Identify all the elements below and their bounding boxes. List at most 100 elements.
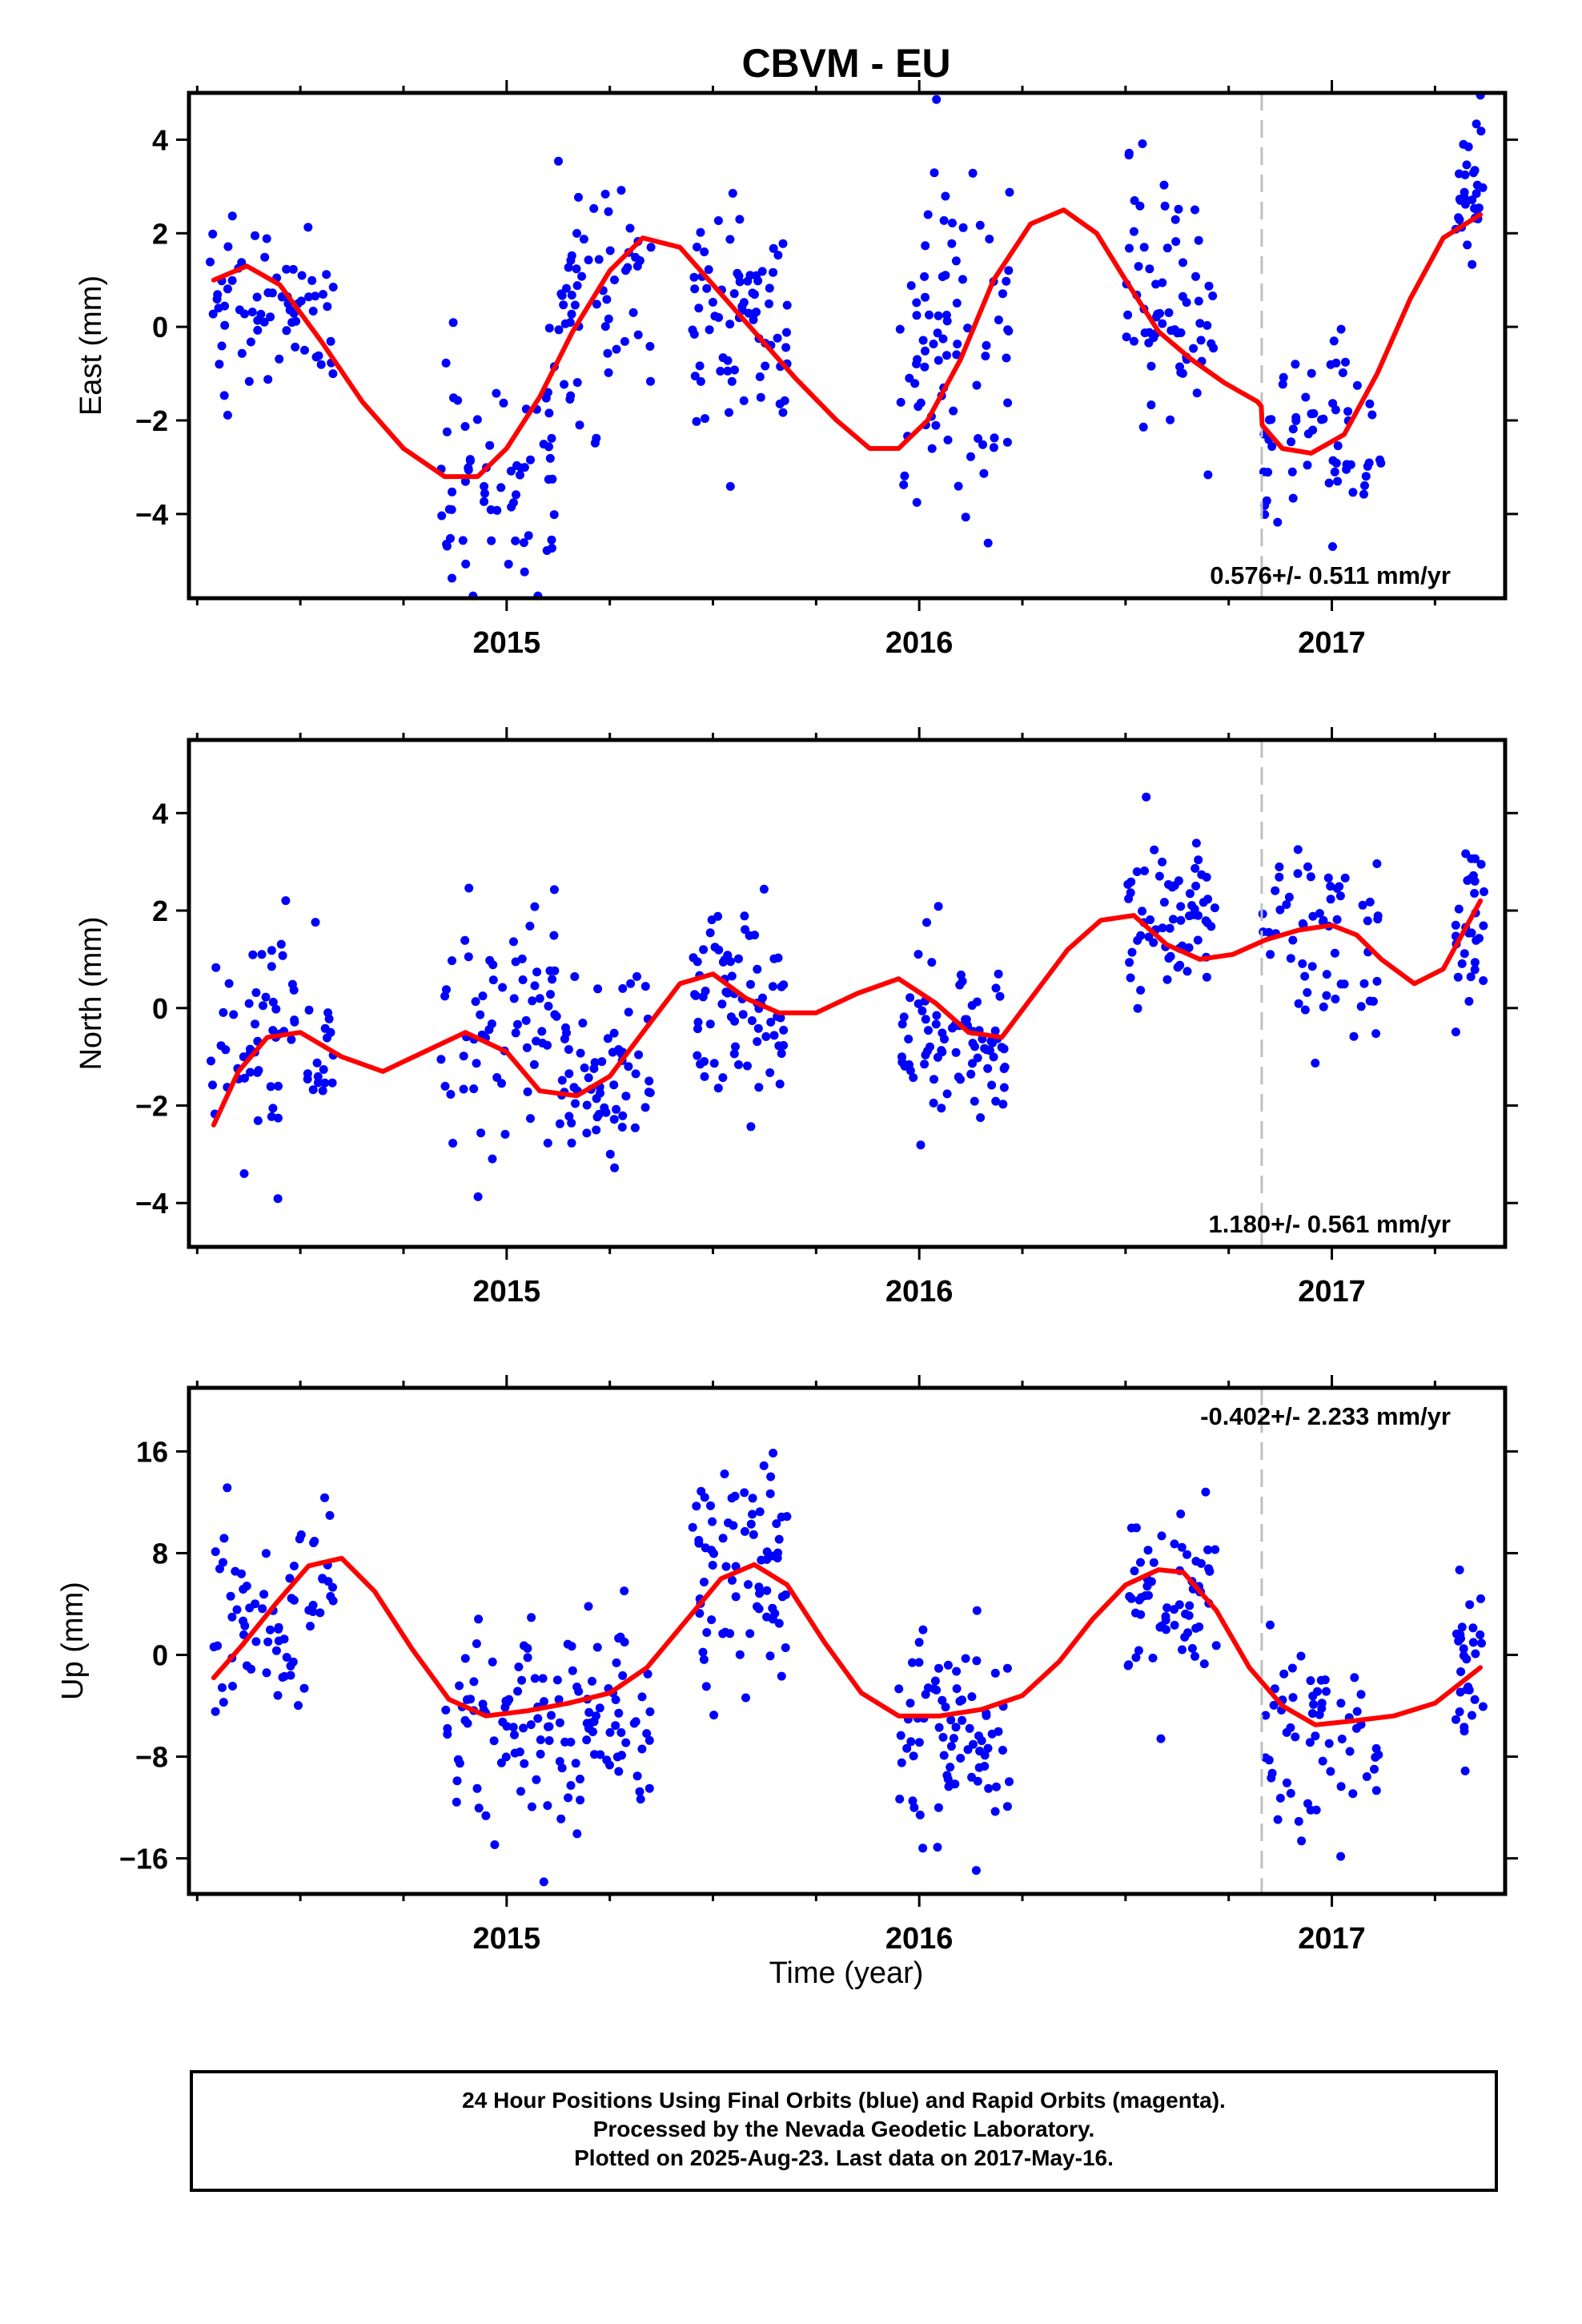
data-point bbox=[1472, 189, 1481, 199]
data-point bbox=[1176, 368, 1186, 377]
data-point bbox=[630, 1123, 640, 1132]
data-point bbox=[209, 1642, 219, 1651]
data-point bbox=[237, 1569, 246, 1578]
data-point bbox=[705, 928, 715, 938]
data-point bbox=[266, 312, 275, 322]
data-point bbox=[1356, 1002, 1366, 1011]
data-point bbox=[257, 950, 267, 959]
data-point bbox=[487, 536, 496, 545]
data-point bbox=[511, 1028, 520, 1038]
data-point bbox=[474, 1614, 484, 1624]
data-point bbox=[223, 1483, 232, 1493]
data-point bbox=[1275, 905, 1285, 915]
data-point bbox=[992, 1782, 1001, 1791]
data-point bbox=[507, 502, 516, 512]
data-point bbox=[895, 324, 905, 334]
data-point bbox=[1322, 991, 1331, 1000]
data-point bbox=[1470, 889, 1480, 898]
data-point bbox=[1460, 187, 1469, 197]
data-point bbox=[328, 1596, 338, 1606]
data-point bbox=[927, 958, 937, 967]
data-point bbox=[1335, 891, 1345, 901]
data-point bbox=[1195, 319, 1205, 328]
data-point bbox=[480, 497, 489, 506]
data-point bbox=[688, 1522, 697, 1532]
data-point bbox=[981, 352, 990, 361]
data-point bbox=[509, 937, 518, 947]
data-point bbox=[759, 1461, 769, 1470]
footer-box: 24 Hour Positions Using Final Orbits (bl… bbox=[190, 2070, 1498, 2192]
data-point bbox=[991, 1096, 1001, 1106]
data-point bbox=[538, 1674, 548, 1683]
data-point bbox=[524, 531, 533, 541]
data-point bbox=[211, 1707, 220, 1716]
data-point bbox=[701, 987, 710, 995]
data-point bbox=[1313, 1687, 1322, 1696]
data-point bbox=[941, 191, 950, 201]
data-point bbox=[516, 1787, 525, 1796]
data-point bbox=[1324, 1739, 1334, 1748]
data-point bbox=[276, 939, 286, 949]
data-point bbox=[512, 490, 520, 500]
data-point bbox=[476, 1010, 485, 1019]
data-point bbox=[922, 918, 931, 927]
data-point bbox=[311, 918, 320, 927]
data-point bbox=[274, 1636, 283, 1646]
data-point bbox=[1460, 170, 1470, 179]
footer-line-3: Plotted on 2025-Aug-23. Last data on 201… bbox=[574, 2145, 1114, 2170]
data-point bbox=[1362, 1772, 1371, 1781]
data-point bbox=[994, 969, 1003, 979]
data-point bbox=[612, 344, 621, 354]
data-point bbox=[776, 1013, 785, 1023]
data-point bbox=[938, 272, 947, 281]
data-point bbox=[956, 1754, 966, 1763]
data-point bbox=[557, 1076, 567, 1085]
data-point bbox=[1005, 187, 1014, 197]
data-point bbox=[1336, 1852, 1346, 1861]
data-point bbox=[1279, 372, 1288, 382]
data-point bbox=[521, 1015, 531, 1025]
data-point bbox=[1338, 368, 1347, 377]
data-point bbox=[312, 1058, 322, 1068]
data-point bbox=[1208, 292, 1218, 300]
data-point bbox=[768, 1614, 777, 1624]
data-point bbox=[600, 322, 610, 332]
data-point bbox=[1181, 1609, 1191, 1618]
data-point bbox=[735, 215, 745, 224]
data-point bbox=[1259, 467, 1268, 476]
data-point bbox=[636, 1795, 645, 1804]
data-point bbox=[610, 1163, 620, 1172]
data-point bbox=[1133, 1003, 1142, 1013]
data-point bbox=[946, 1763, 955, 1772]
data-point bbox=[916, 1140, 926, 1150]
data-point bbox=[274, 1081, 283, 1091]
data-point bbox=[251, 231, 259, 240]
data-point bbox=[282, 326, 291, 336]
data-point bbox=[1140, 866, 1149, 875]
data-point bbox=[554, 156, 563, 166]
data-point bbox=[696, 1059, 705, 1069]
data-point bbox=[592, 1125, 601, 1135]
data-point bbox=[698, 1647, 708, 1657]
data-point bbox=[1166, 951, 1175, 961]
data-point bbox=[267, 946, 276, 955]
data-point bbox=[486, 505, 496, 514]
data-point bbox=[1476, 1630, 1485, 1639]
data-point bbox=[1184, 943, 1194, 952]
data-point bbox=[597, 1057, 607, 1067]
data-point bbox=[530, 902, 540, 911]
data-point bbox=[219, 1698, 228, 1707]
data-point bbox=[1125, 958, 1134, 967]
data-point bbox=[897, 1057, 907, 1067]
data-point bbox=[564, 1069, 574, 1079]
data-point bbox=[603, 1034, 612, 1043]
data-point bbox=[1161, 1612, 1170, 1621]
data-point bbox=[937, 1046, 946, 1055]
data-point bbox=[1132, 867, 1142, 876]
data-point bbox=[958, 275, 967, 284]
data-point bbox=[1156, 1734, 1166, 1743]
data-point bbox=[930, 1676, 940, 1686]
data-point bbox=[311, 352, 321, 362]
data-point bbox=[1162, 1603, 1172, 1613]
data-point bbox=[1352, 1707, 1362, 1716]
